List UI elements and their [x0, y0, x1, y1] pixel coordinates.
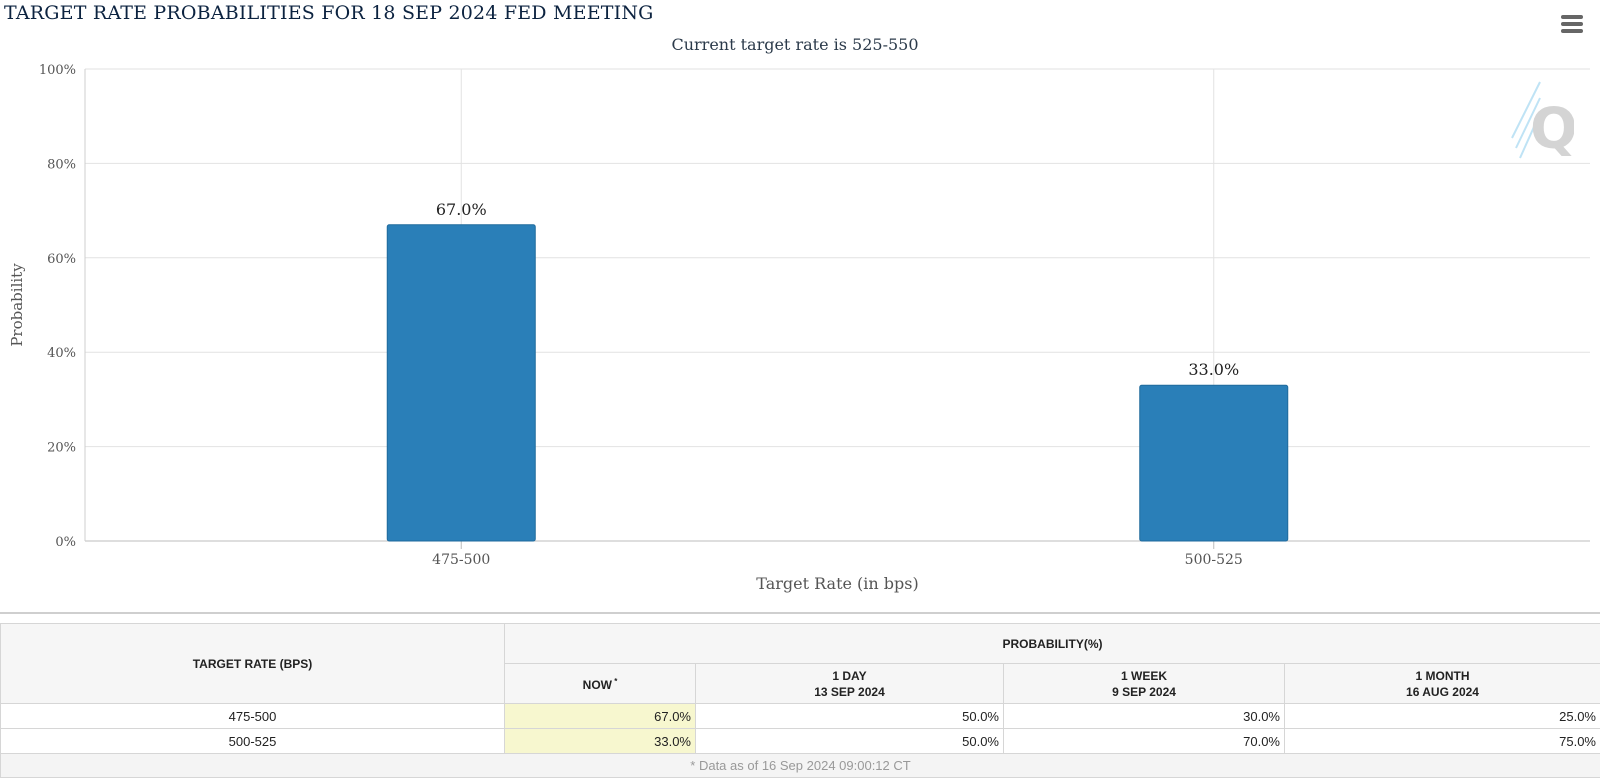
probability-table: TARGET RATE (BPS) PROBABILITY(%) NOW * 1 …	[0, 623, 1600, 778]
chart-title: TARGET RATE PROBABILITIES FOR 18 SEP 202…	[4, 2, 654, 24]
x-tick-label: 500-525	[1185, 552, 1243, 568]
hamburger-menu-icon[interactable]	[1561, 15, 1583, 35]
header-col-date: 16 AUG 2024	[1406, 684, 1479, 699]
header-col-date: 13 SEP 2024	[814, 684, 885, 699]
header-col-2: 1 WEEK 9 SEP 2024	[1003, 663, 1285, 704]
probability-cell: 50.0%	[695, 728, 1004, 754]
header-col-3: 1 MONTH 16 AUG 2024	[1284, 663, 1600, 704]
probability-cell: 25.0%	[1284, 703, 1600, 729]
y-tick-label: 0%	[55, 535, 76, 550]
subheader-row: NOW * 1 DAY 13 SEP 2024 1 WEEK 9 SEP 2024 1 M…	[1, 663, 1600, 704]
cme-q-logo-icon: Q	[1511, 81, 1574, 162]
header-col-1: 1 DAY 13 SEP 2024	[695, 663, 1004, 704]
probability-cell: 67.0%	[504, 703, 696, 729]
x-axis-title: Target Rate (in bps)	[756, 574, 918, 593]
chart-panel: 0% 20% 40% 60% 80% 100% 67.0% 475-500 33.0% 500-5…	[0, 0, 1600, 614]
probability-cell: 75.0%	[1284, 728, 1600, 754]
data-label: 33.0%	[1188, 360, 1239, 379]
header-target-rate: TARGET RATE (BPS)	[0, 623, 505, 704]
header-col-label: 1 WEEK	[1120, 668, 1167, 683]
y-tick-label: 20%	[47, 441, 76, 456]
y-tick-label: 100%	[39, 63, 76, 78]
target-rate-cell: 500-525	[0, 728, 505, 754]
probability-table-panel: TARGET RATE (BPS) PROBABILITY(%) NOW * 1 …	[0, 623, 1600, 780]
table-row: 500-525 33.0% 50.0% 70.0% 75.0%	[0, 728, 1600, 754]
table-row: 475-500 67.0% 50.0% 30.0% 25.0%	[0, 703, 1600, 729]
x-tick-label: 475-500	[432, 552, 490, 568]
header-col-label: 1 MONTH	[1415, 668, 1470, 683]
probability-cell: 50.0%	[695, 703, 1004, 729]
probability-cell: 30.0%	[1003, 703, 1285, 729]
y-tick-label: 60%	[47, 252, 76, 267]
probability-cell: 33.0%	[504, 728, 696, 754]
header-col-0: NOW *	[504, 663, 696, 704]
y-axis-title: Probability	[8, 263, 26, 347]
target-rate-cell: 475-500	[0, 703, 505, 729]
bar-chart: 0% 20% 40% 60% 80% 100% 67.0% 475-500 33.0% 500-5…	[8, 63, 1590, 593]
bar-500-525	[1139, 384, 1289, 542]
y-tick-label: 80%	[47, 157, 76, 172]
header-col-date: 9 SEP 2024	[1112, 684, 1176, 699]
header-col-label: 1 DAY	[832, 668, 867, 683]
y-tick-label: 40%	[47, 346, 76, 361]
svg-text:Q: Q	[1530, 97, 1574, 162]
bar-475-500	[386, 224, 536, 542]
data-timestamp-footnote: * Data as of 16 Sep 2024 09:00:12 CT	[0, 753, 1600, 778]
chart-subtitle: Current target rate is 525-550	[671, 35, 919, 54]
header-probability: PROBABILITY(%)	[504, 623, 1600, 664]
probability-cell: 70.0%	[1003, 728, 1285, 754]
data-label: 67.0%	[436, 200, 487, 219]
header-col-label: NOW *	[582, 677, 618, 692]
